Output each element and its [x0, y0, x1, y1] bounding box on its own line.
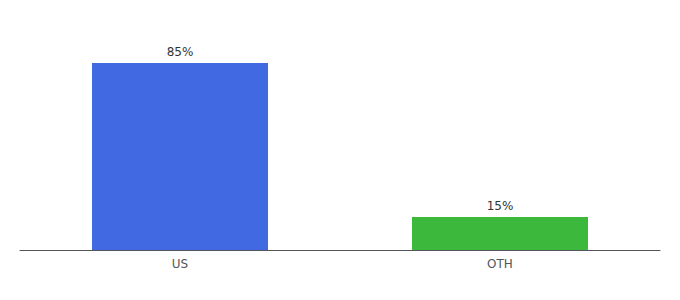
svg-text:15%: 15% [487, 199, 514, 213]
svg-text:OTH: OTH [487, 257, 513, 271]
svg-text:85%: 85% [167, 45, 194, 59]
svg-text:US: US [172, 257, 188, 271]
